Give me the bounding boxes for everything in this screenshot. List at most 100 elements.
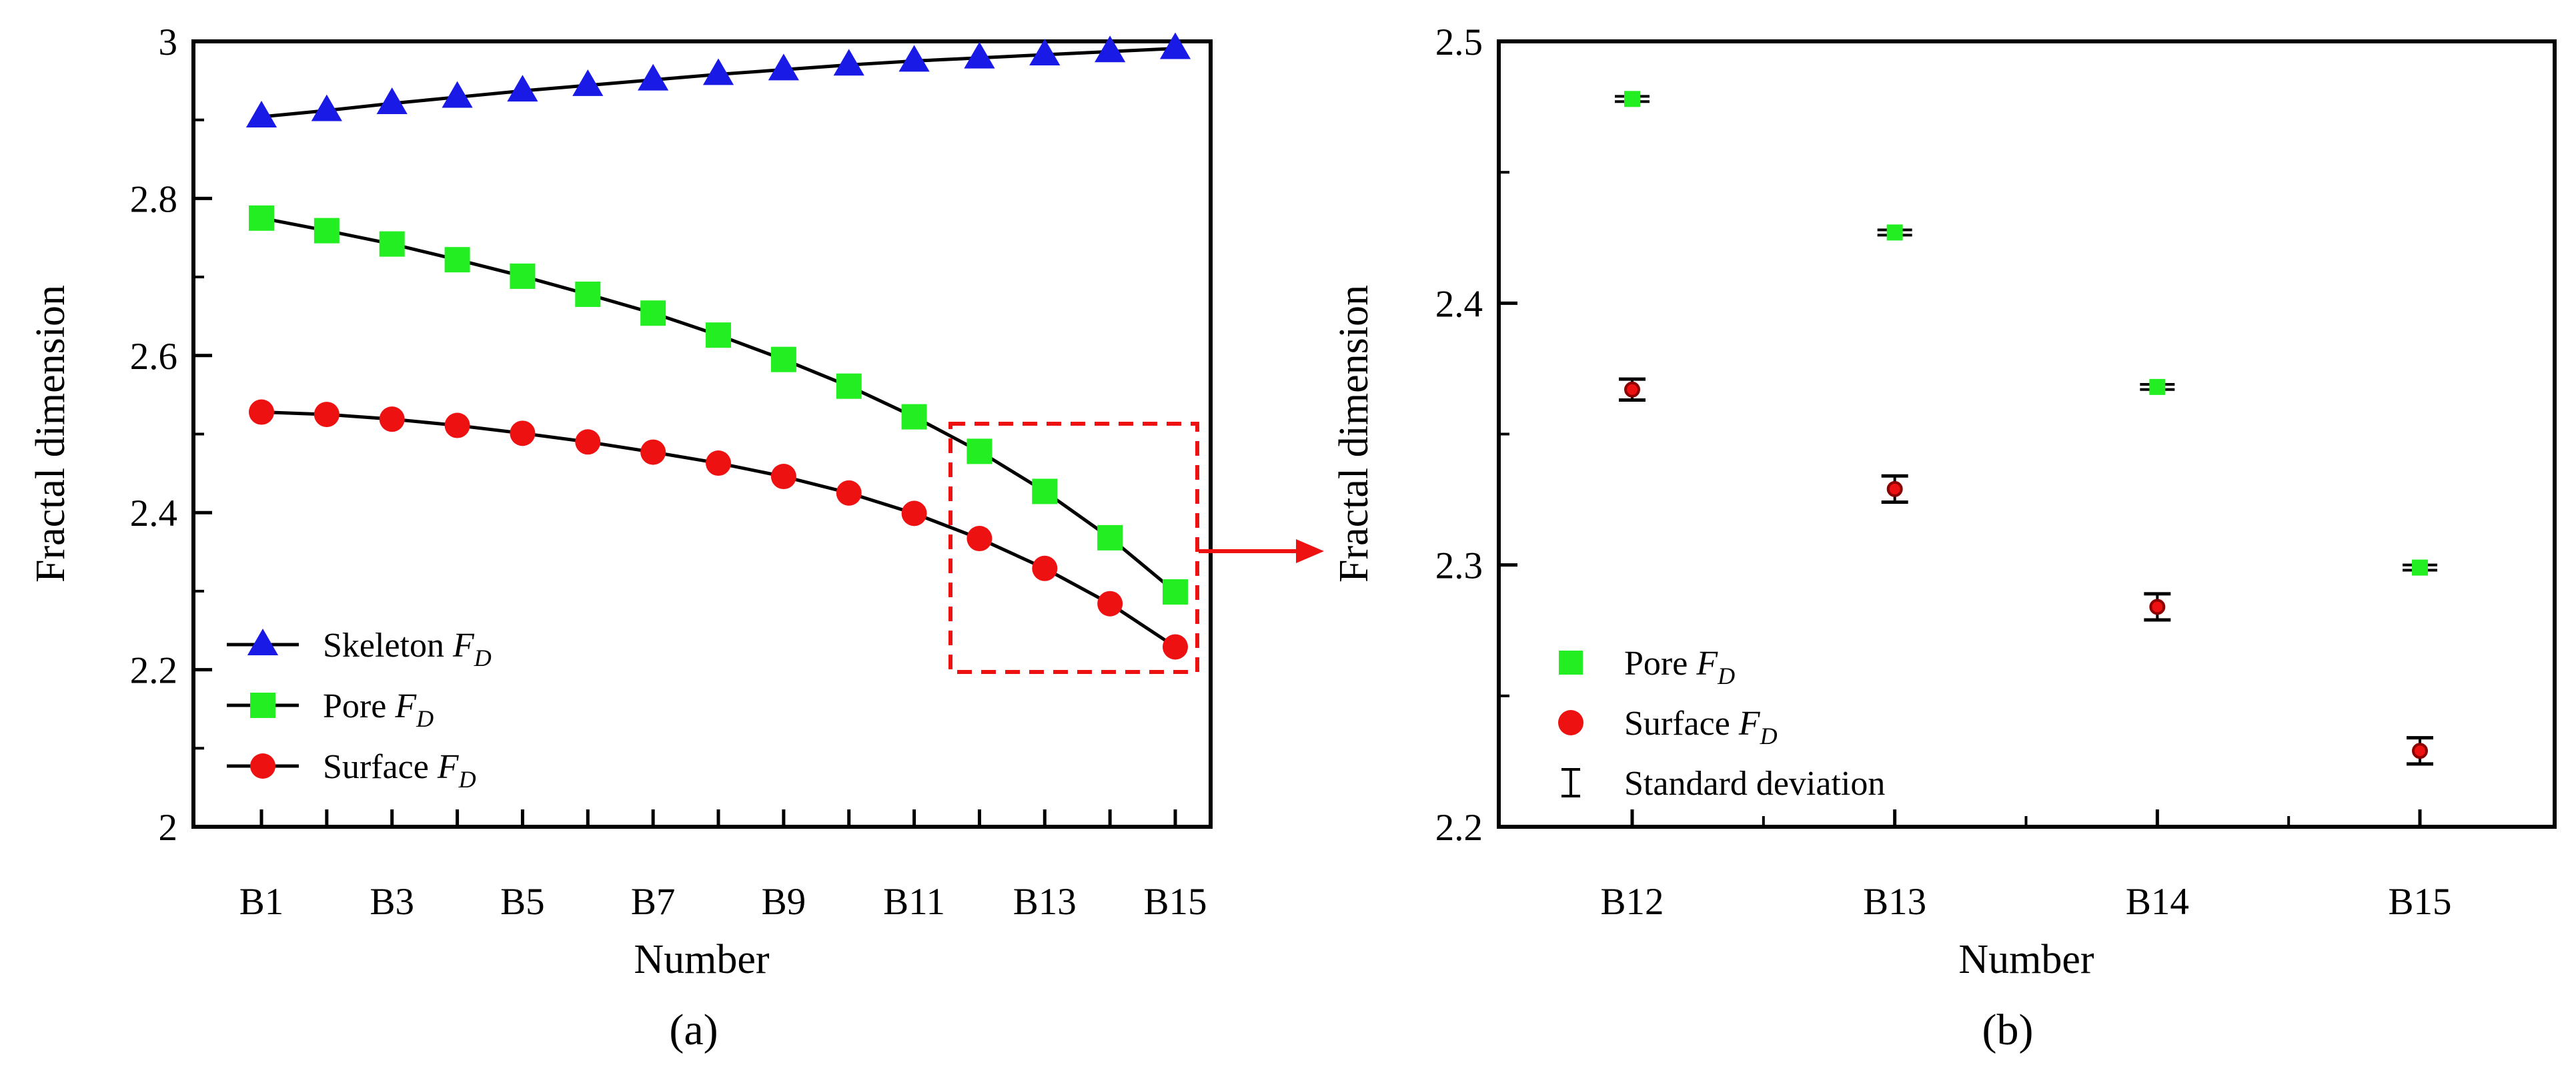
panel-b-ytick-label: 2.2 (1435, 807, 1483, 849)
legend-symbol: F (452, 627, 475, 665)
point-skeleton-b4 (442, 81, 473, 108)
point-pore-b15 (2412, 559, 2428, 576)
point-surface-b15 (2412, 743, 2428, 759)
point-surface-b2 (313, 402, 340, 428)
legend-subscript: D (1760, 723, 1778, 749)
legend-marker-pore (1559, 651, 1583, 675)
legend-symbol: F (437, 748, 460, 786)
point-skeleton-b9 (768, 53, 799, 81)
point-skeleton-b3 (376, 87, 408, 114)
point-skeleton-b1 (245, 101, 277, 127)
panel-b-ytick-label: 2.5 (1435, 21, 1483, 63)
point-surface-b9 (770, 464, 796, 490)
panel-a-ytick-label: 2.8 (130, 178, 177, 220)
panel-a-xtick-label: B11 (883, 881, 945, 923)
point-pore-b15 (1163, 579, 1188, 605)
panel-a-ytick-label: 2.4 (130, 492, 177, 534)
panel-a-ytick-label: 2.2 (130, 650, 177, 692)
point-pore-b2 (313, 218, 340, 244)
legend-errorbar-label: Standard deviation (1624, 765, 1885, 803)
point-skeleton-b2 (311, 94, 342, 121)
legend-marker-pore (250, 693, 275, 718)
point-skeleton-b7 (638, 63, 669, 91)
panel-a-ytick-label: 3 (159, 21, 178, 63)
point-pore-b1 (249, 205, 274, 231)
panel-a-xtick-label: B1 (239, 881, 284, 923)
panel-a-xtick-label: B13 (1013, 881, 1077, 923)
point-skeleton-b14 (1095, 35, 1126, 63)
point-pore-b8 (706, 322, 731, 348)
legend-symbol: F (394, 687, 417, 725)
panel-a-label: (a) (669, 1006, 718, 1054)
point-pore-b13 (1032, 478, 1058, 504)
series-line-pore (261, 216, 1177, 594)
legend-series-name: Surface (1624, 705, 1739, 743)
legend-marker-surface (250, 753, 275, 779)
legend-series-name: Skeleton (323, 627, 453, 665)
point-skeleton-b8 (702, 58, 734, 85)
point-surface-b3 (379, 406, 405, 432)
zoom-arrow-head (1296, 539, 1324, 563)
point-pore-b14 (1097, 524, 1123, 551)
legend-series-name: Pore (323, 687, 395, 725)
panel-a-xtick-label: B15 (1143, 881, 1207, 923)
point-surface-b8 (706, 450, 731, 476)
panel-a-xtick-label: B5 (500, 881, 545, 923)
legend-series-name: Pore (1624, 645, 1696, 683)
series-b-pore-legend-label: Pore FD (1624, 645, 1735, 689)
panel-a-ytick-label: 2 (159, 807, 178, 849)
series-skeleton-legend-label: Skeleton FD (323, 627, 492, 671)
point-surface-b11 (901, 500, 927, 526)
point-pore-b7 (640, 300, 666, 326)
point-surface-b4 (444, 412, 470, 438)
point-pore-b6 (575, 281, 601, 307)
zoom-region-box (948, 422, 1199, 674)
panel-b-ytick-label: 2.4 (1435, 283, 1483, 325)
legend-subscript: D (458, 766, 476, 793)
point-pore-b13 (1886, 224, 1903, 241)
point-skeleton-b13 (1029, 39, 1061, 65)
point-skeleton-b6 (572, 69, 604, 96)
panel-b-xtick-label: B12 (1600, 881, 1664, 923)
series-line-surface (261, 410, 1177, 649)
point-skeleton-b12 (964, 41, 995, 69)
panel-a-chart: 2 2.2 2.4 2.6 2.8 3 B1 B3 B5 B7 B9 B11 B13 B15 Skelet… (28, 21, 1324, 1054)
legend-marker-skeleton (247, 629, 279, 655)
point-skeleton-b11 (898, 45, 930, 72)
point-surface-b13 (1886, 480, 1903, 497)
point-surface-b5 (510, 420, 536, 446)
legend-symbol: F (1696, 645, 1718, 683)
series-pore-legend-label: Pore FD (323, 687, 434, 732)
panel-b-ytick-label: 2.3 (1435, 545, 1483, 587)
point-surface-b15 (1163, 634, 1188, 660)
point-skeleton-b15 (1159, 32, 1191, 59)
point-pore-b4 (444, 247, 470, 273)
legend-series-name: Surface (323, 748, 438, 786)
point-surface-b6 (575, 429, 601, 455)
point-pore-b5 (510, 263, 536, 289)
point-surface-b12 (967, 526, 993, 552)
legend-marker-surface (1558, 710, 1583, 735)
point-skeleton-b5 (507, 75, 538, 102)
panel-b-label: (b) (1982, 1006, 2034, 1054)
series-b-surface-legend-label: Surface FD (1624, 705, 1778, 749)
panel-a-ytick-label: 2.6 (130, 336, 177, 378)
panel-b-xtick-label: B13 (1863, 881, 1926, 923)
panel-a-xtick-label: B9 (762, 881, 806, 923)
point-pore-b10 (836, 373, 862, 399)
point-pore-b14 (2149, 378, 2166, 395)
panel-b-xtick-label: B15 (2388, 881, 2451, 923)
point-pore-b3 (379, 231, 405, 257)
legend-subscript: D (1717, 663, 1735, 689)
point-pore-b12 (1624, 91, 1640, 107)
point-surface-b10 (836, 480, 862, 506)
legend-subscript: D (416, 705, 434, 732)
point-surface-b12 (1624, 381, 1640, 398)
panel-b-ylabel: Fractal dimension (1331, 285, 1377, 583)
point-surface-b1 (249, 399, 274, 425)
panel-b-xtick-label: B14 (2126, 881, 2189, 923)
panel-a-ylabel: Fractal dimension (28, 285, 73, 583)
panel-a-xlabel: Number (634, 937, 770, 982)
